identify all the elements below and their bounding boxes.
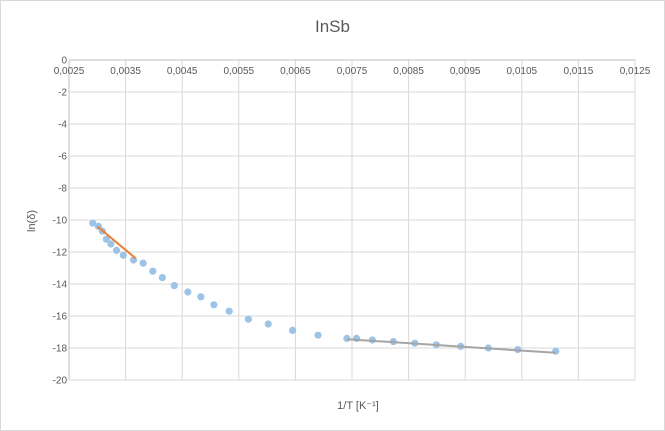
data-point (244, 315, 253, 323)
x-tick-label: 0,0105 (507, 66, 538, 77)
data-point (552, 347, 560, 355)
x-tick-label: 0,0045 (167, 66, 198, 77)
data-point (210, 301, 218, 309)
x-tick-label: 0,0095 (450, 66, 481, 77)
chart-title: InSb (315, 17, 350, 36)
data-point (264, 320, 272, 328)
data-point (158, 274, 166, 282)
data-point (139, 259, 147, 267)
trendline (96, 225, 137, 260)
data-point (184, 288, 192, 296)
x-tick-label: 0,0075 (337, 66, 368, 77)
y-tick-label: -12 (53, 248, 68, 259)
x-tick-label: 0,0035 (110, 66, 141, 77)
x-tick-label: 0,0125 (620, 66, 651, 77)
x-tick-label: 0,0085 (393, 66, 424, 77)
y-tick-label: -10 (53, 216, 68, 227)
data-point (89, 219, 97, 227)
y-axis-title: ln(δ) (26, 210, 38, 232)
y-tick-label: 0 (61, 56, 67, 67)
x-tick-label: 0,0055 (224, 66, 255, 77)
x-tick-label: 0,0025 (54, 66, 85, 77)
data-point (288, 326, 297, 334)
y-tick-label: -18 (53, 344, 68, 355)
data-point (149, 267, 157, 275)
y-tick-label: -16 (53, 312, 68, 323)
y-tick-label: -20 (53, 376, 68, 387)
data-point (112, 246, 121, 254)
data-point (225, 307, 233, 315)
data-point (197, 293, 205, 301)
y-tick-label: -8 (58, 184, 67, 195)
data-point (102, 235, 110, 243)
y-tick-label: -4 (58, 120, 67, 131)
y-tick-label: -6 (58, 152, 67, 163)
x-tick-label: 0,0065 (280, 66, 311, 77)
data-point (107, 240, 115, 248)
x-tick-label: 0,0115 (563, 66, 593, 77)
data-point (314, 331, 322, 339)
y-tick-label: -2 (58, 88, 67, 99)
y-tick-label: -14 (53, 280, 68, 291)
x-axis-title: 1/T [K⁻¹] (337, 400, 379, 412)
data-point (170, 282, 178, 290)
trendline (346, 338, 556, 354)
data-point (119, 251, 127, 259)
